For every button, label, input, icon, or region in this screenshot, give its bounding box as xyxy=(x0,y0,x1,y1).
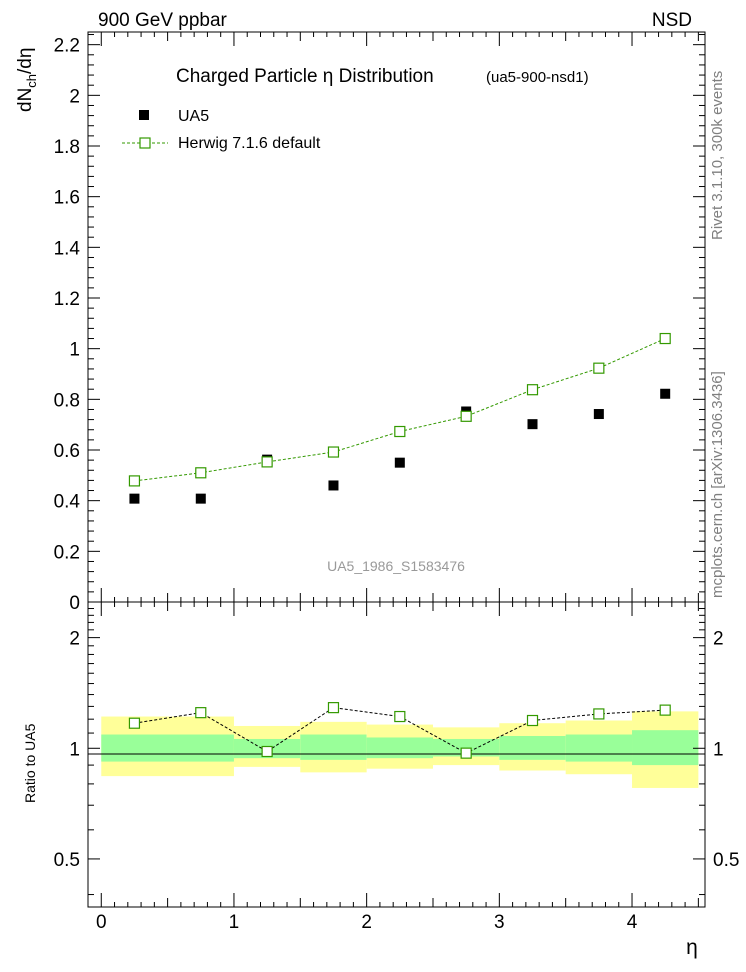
main-y-tick-label: 1.2 xyxy=(54,289,80,310)
main-y-axis-label-main: dN xyxy=(15,88,36,112)
ratio-band-inner xyxy=(499,735,566,760)
watermark-analysis-id: UA5_1986_S1583476 xyxy=(327,558,465,574)
ratio-y-tick-label-right: 2 xyxy=(713,629,724,650)
ua5-data-point xyxy=(660,388,671,399)
ua5-data-point xyxy=(328,480,339,491)
legend-ua5-label: UA5 xyxy=(178,108,209,125)
ratio-point xyxy=(327,702,340,714)
ratio-x-tick-label: 3 xyxy=(494,912,505,933)
ua5-data-point xyxy=(129,493,140,504)
legend-herwig-label: Herwig 7.1.6 default xyxy=(178,135,321,152)
main-y-tick-label: 1.8 xyxy=(54,137,80,158)
legend-herwig-marker xyxy=(139,137,151,149)
herwig-point xyxy=(327,446,340,458)
ratio-y-tick-label: 0.5 xyxy=(54,850,80,871)
main-y-axis-label-tail: /dη xyxy=(15,48,36,74)
herwig-point xyxy=(195,467,207,479)
main-y-tick-label: 0.4 xyxy=(54,492,81,513)
legend: UA5 Herwig 7.1.6 default xyxy=(122,108,321,152)
herwig-point xyxy=(593,362,605,374)
main-y-tick-label: 1.4 xyxy=(54,238,81,259)
ratio-point xyxy=(659,704,671,716)
ratio-point xyxy=(394,710,406,723)
ua5-data-point xyxy=(527,419,538,430)
ratio-x-tick-label: 4 xyxy=(627,912,638,933)
main-y-tick-label: 0.2 xyxy=(54,542,80,563)
header-process-label: NSD xyxy=(652,10,692,31)
ratio-x-tick-label: 1 xyxy=(229,912,240,933)
herwig-point xyxy=(128,475,141,487)
herwig-point xyxy=(659,332,671,345)
header-energy-label: 900 GeV ppbar xyxy=(98,10,228,31)
herwig-point xyxy=(394,425,406,438)
main-y-tick-label: 2 xyxy=(69,86,80,107)
ratio-y-tick-label-right: 0.5 xyxy=(713,850,739,871)
ratio-panel: 0.5 0.5 1 1 2 2 0 1 2 3 4 Ratio to UA5 η xyxy=(22,601,739,959)
side-label-mcplots: mcplots.cern.ch [arXiv:1306.3436] xyxy=(709,371,726,598)
ratio-point xyxy=(195,707,207,719)
herwig-point xyxy=(526,384,539,396)
ratio-band-inner xyxy=(565,734,633,762)
side-label-rivet: Rivet 3.1.10, 300k events xyxy=(709,71,726,240)
main-title: Charged Particle η Distribution xyxy=(176,66,434,87)
main-panel: 0 0.2 0.4 0.6 0.8 1 1.2 1.4 1.6 1.8 2 2.2 Charged P… xyxy=(15,31,706,614)
ratio-x-tick-label: 0 xyxy=(96,912,107,933)
main-y-tick-label: 0.6 xyxy=(54,441,80,462)
ratio-band-inner xyxy=(632,730,699,766)
ratio-band-inner xyxy=(366,737,433,759)
herwig-point xyxy=(460,410,472,422)
main-y-tick-label: 0 xyxy=(69,593,80,614)
ratio-y-tick-label: 2 xyxy=(69,629,80,650)
ratio-point xyxy=(128,717,141,729)
ratio-y-tick-label-right: 1 xyxy=(713,739,724,760)
herwig-point xyxy=(261,456,273,468)
ratio-point xyxy=(526,714,539,727)
main-subtitle: (ua5-900-nsd1) xyxy=(486,69,589,86)
ratio-y-tick-label: 1 xyxy=(69,739,80,760)
ratio-frame xyxy=(87,601,706,908)
main-y-axis-label: dNch/dη xyxy=(15,48,39,112)
legend-ua5-marker xyxy=(139,110,149,120)
ratio-band-inner xyxy=(300,734,367,760)
ua5-data-point xyxy=(593,409,604,420)
main-y-tick-label: 1.6 xyxy=(54,188,80,209)
ratio-x-tick-label: 2 xyxy=(361,912,372,933)
main-y-tick-label: 0.8 xyxy=(54,390,80,411)
main-y-tick-label: 2.2 xyxy=(54,36,80,57)
main-y-axis-label-subscript: ch xyxy=(24,74,39,88)
ratio-point xyxy=(261,745,273,758)
x-axis-label: η xyxy=(686,936,698,959)
ratio-band-inner xyxy=(101,734,234,762)
main-y-tick-label: 1 xyxy=(69,340,80,361)
ratio-point xyxy=(593,708,605,720)
ua5-data-point xyxy=(195,493,206,504)
ratio-y-axis-label: Ratio to UA5 xyxy=(22,723,38,803)
ua5-data-point xyxy=(394,457,405,468)
ratio-point xyxy=(460,747,472,759)
